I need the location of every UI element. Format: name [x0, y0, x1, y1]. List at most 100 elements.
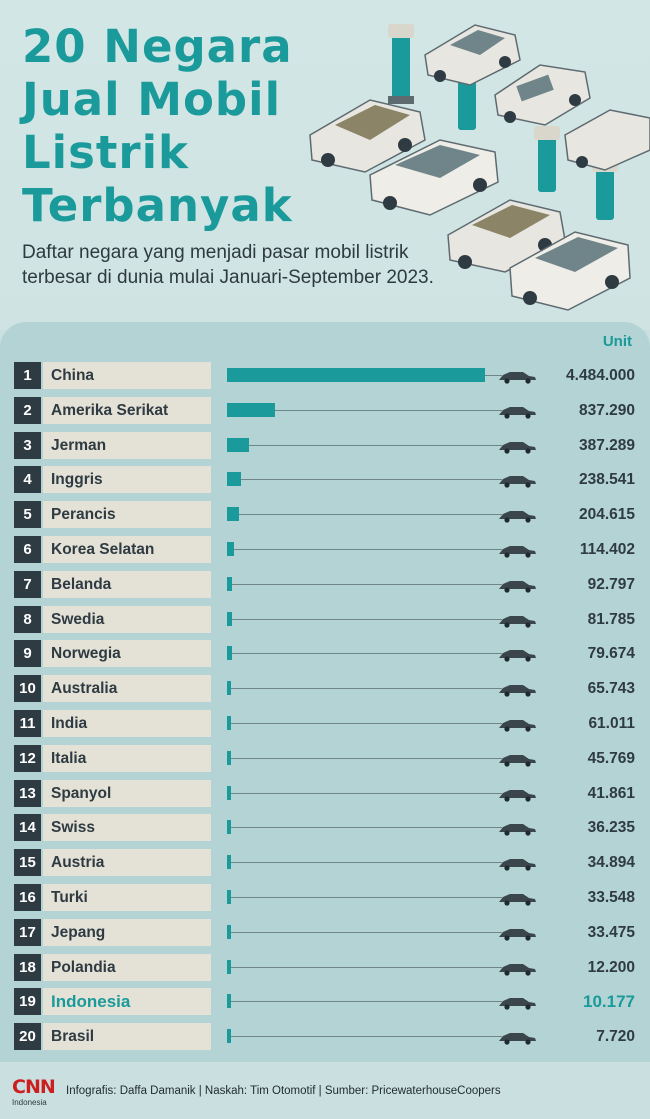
title-line: Listrik [22, 126, 189, 179]
rank-badge: 1 [14, 362, 41, 389]
value-label: 33.548 [587, 889, 635, 906]
country-label-box: Perancis [43, 501, 211, 529]
country-name: Spanyol [51, 784, 112, 802]
car-icon [499, 720, 536, 732]
title-line: Jual Mobil [22, 73, 281, 126]
rank-badge: 7 [14, 570, 41, 598]
value-label: 33.475 [587, 923, 635, 941]
title-line: 20 Negara [22, 20, 293, 73]
rank-badge: 5 [14, 501, 41, 529]
value-label: 7.720 [596, 1028, 635, 1046]
bar-track-line [227, 1001, 502, 1003]
car-icon [499, 615, 536, 628]
country-name: Swiss [51, 819, 95, 837]
value-label: 41.861 [587, 784, 635, 802]
bar-track-line [227, 757, 502, 759]
bar [227, 924, 231, 939]
country-label-box: Austria [43, 849, 211, 877]
car-icon [499, 824, 536, 836]
value-label: 10.177 [583, 992, 635, 1012]
bar [227, 994, 231, 1009]
country-label-box: Indonesia [43, 988, 211, 1016]
country-label-box: Brasil [43, 1023, 211, 1051]
bar-track-line [227, 583, 502, 585]
country-label-box: Spanyol [43, 779, 211, 807]
bar [227, 890, 231, 904]
table-row: 15 Austria 34.894 [0, 849, 650, 877]
charging-station-icon [388, 24, 414, 104]
rank-badge: 16 [14, 884, 41, 911]
value-label: 114.402 [579, 541, 635, 558]
rank-badge: 3 [14, 431, 41, 459]
rank-badge: 18 [14, 953, 41, 981]
rank-badge: 8 [14, 605, 41, 633]
car-icon [499, 894, 536, 906]
country-name: Polandia [51, 958, 116, 976]
country-label-box: Swiss [43, 814, 211, 842]
unit-label: Unit [602, 333, 632, 350]
page-title: 20 Negara Jual Mobil Listrik Terbanyak [22, 20, 293, 232]
country-label-box: Amerika Serikat [43, 396, 211, 424]
bar [227, 402, 276, 417]
hero-section: 20 Negara Jual Mobil Listrik Terbanyak D… [0, 0, 650, 330]
country-label-box: India [43, 710, 211, 737]
car-icon [499, 998, 536, 1010]
bar [227, 472, 241, 487]
bar-track-line [227, 1036, 502, 1038]
bar-track-line [227, 966, 502, 968]
logo-main-text: CNN [12, 1076, 56, 1098]
car-icon [499, 1033, 536, 1045]
credits: Infografis: Daffa Damanik | Naskah: Tim … [66, 1085, 501, 1097]
country-label-box: Turki [43, 884, 211, 911]
table-row: 14 Swiss 36.235 [0, 814, 650, 842]
rank-badge: 17 [14, 918, 41, 946]
bar [227, 716, 231, 730]
bar-track-line [227, 409, 502, 411]
car-illustration [309, 99, 426, 173]
bar [227, 507, 239, 522]
bar [227, 959, 231, 974]
value-label: 92.797 [587, 575, 635, 593]
value-label: 61.011 [588, 715, 635, 732]
car-illustration [564, 109, 650, 171]
country-name: Swedia [51, 610, 105, 628]
value-label: 36.235 [587, 819, 635, 837]
value-label: 79.674 [587, 645, 635, 663]
country-label-box: Inggris [43, 466, 211, 494]
bar-track-line [227, 618, 502, 620]
rank-badge: 11 [14, 710, 41, 737]
bar [227, 820, 231, 835]
ev-charging-illustration [309, 24, 650, 311]
value-label: 12.200 [587, 958, 635, 976]
car-illustration [369, 139, 499, 216]
rank-badge: 6 [14, 536, 41, 563]
car-icon [499, 685, 536, 697]
title-line: Terbanyak [22, 179, 293, 232]
car-icon [499, 441, 536, 454]
country-label-box: Jerman [43, 431, 211, 459]
bar [227, 576, 233, 591]
country-name: Norwegia [51, 645, 121, 663]
table-row: 2 Amerika Serikat 837.290 [0, 396, 650, 424]
bar-track-line [227, 723, 502, 724]
bar-track-line [227, 444, 502, 446]
country-name: Perancis [51, 506, 116, 524]
car-icon [499, 580, 536, 593]
rank-badge: 4 [14, 466, 41, 494]
country-label-box: Italia [43, 744, 211, 772]
car-icon [499, 789, 536, 802]
country-label-box: Polandia [43, 953, 211, 981]
country-label-box: China [43, 362, 211, 389]
country-label-box: Korea Selatan [43, 536, 211, 563]
bar-track-line [227, 792, 502, 794]
bar [227, 437, 250, 452]
value-label: 81.785 [587, 610, 635, 628]
bar-track-line [227, 688, 502, 690]
country-label-box: Jepang [43, 918, 211, 946]
value-label: 45.769 [587, 749, 635, 767]
country-name: Austria [51, 854, 105, 872]
bar-track-line [227, 549, 502, 550]
rank-badge: 9 [14, 640, 41, 668]
car-illustration [494, 64, 591, 126]
value-label: 65.743 [587, 680, 635, 698]
